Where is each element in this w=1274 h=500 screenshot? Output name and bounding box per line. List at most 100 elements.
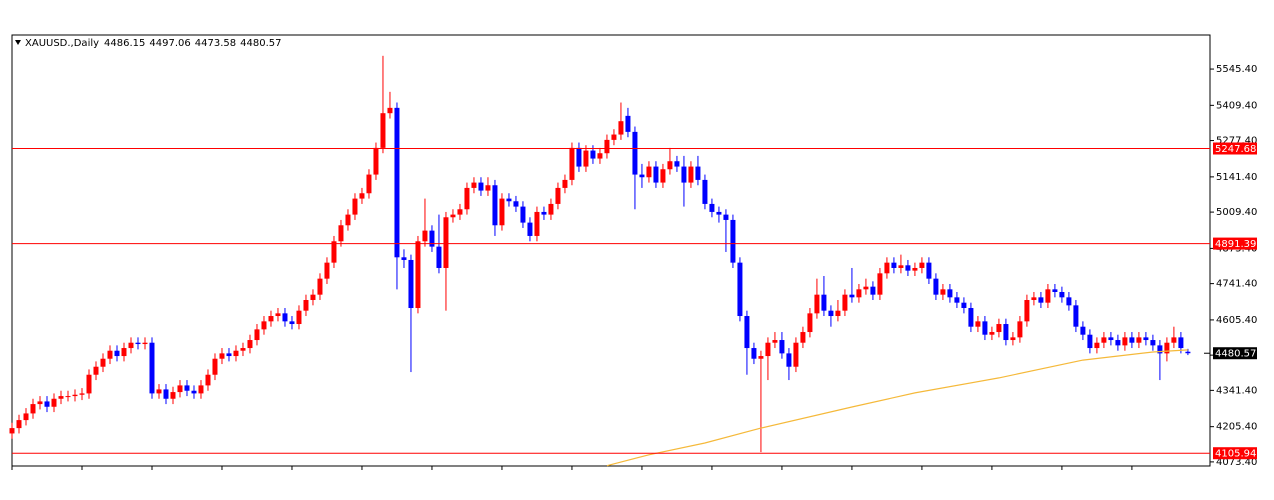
- candle-body: [534, 211, 540, 236]
- last-price-label: 4480.57: [1215, 349, 1256, 360]
- candle-body: [219, 353, 225, 359]
- candle-body: [247, 340, 253, 349]
- header-close: 4480.57: [240, 38, 281, 49]
- candle-body: [79, 393, 85, 395]
- candle-body: [268, 316, 274, 322]
- candle-body: [387, 107, 393, 114]
- candle-body: [485, 185, 491, 191]
- candle-body: [835, 310, 841, 317]
- candle-body: [226, 353, 232, 357]
- candle-body: [730, 219, 736, 263]
- candle-body: [471, 182, 477, 188]
- candle-body: [149, 342, 155, 394]
- candle-body: [828, 310, 834, 317]
- candle-body: [653, 166, 659, 183]
- candle-body: [674, 161, 680, 167]
- candle-body: [807, 313, 813, 333]
- candle-body: [625, 115, 631, 132]
- candle-body: [100, 358, 106, 367]
- candle-body: [982, 321, 988, 335]
- candle-body: [415, 241, 421, 309]
- candle-body: [933, 278, 939, 295]
- candle-body: [513, 201, 519, 207]
- candle-body: [1143, 337, 1149, 341]
- candle-body: [1024, 300, 1030, 322]
- candle-body: [51, 398, 57, 407]
- candle-body: [275, 313, 281, 317]
- candle-body: [1031, 297, 1037, 301]
- candle-body: [282, 313, 288, 322]
- candle-body: [590, 150, 596, 159]
- candle-body: [331, 241, 337, 263]
- y-tick-label: 5409.40: [1216, 100, 1257, 111]
- menu-arrow[interactable]: [15, 40, 21, 45]
- candle-body: [478, 182, 484, 191]
- candle-body: [548, 203, 554, 215]
- candle-body: [688, 166, 694, 183]
- candle-body: [86, 374, 92, 394]
- candle-body: [324, 262, 330, 279]
- candle-body: [191, 390, 197, 394]
- y-tick-label: 4605.40: [1216, 315, 1257, 326]
- candle-body: [1101, 337, 1107, 343]
- candle-body: [541, 211, 547, 215]
- candle-body: [450, 214, 456, 218]
- candle-body: [1164, 342, 1170, 354]
- candle-body: [716, 211, 722, 215]
- y-tick-label: 4741.40: [1216, 279, 1257, 290]
- candle-body: [1073, 305, 1079, 327]
- candle-body: [289, 321, 295, 325]
- level-label-box: [1213, 142, 1257, 155]
- candle-body: [37, 401, 43, 405]
- candle-body: [562, 179, 568, 188]
- candle-body: [107, 350, 113, 359]
- candle-body: [954, 297, 960, 303]
- candle-body: [1150, 340, 1156, 346]
- candle-body: [366, 174, 372, 194]
- candle-body: [240, 348, 246, 351]
- candle-body: [1108, 337, 1114, 341]
- candle-body: [758, 356, 764, 359]
- candle-body: [30, 404, 36, 414]
- candle-body: [1010, 337, 1016, 341]
- y-tick-label: 4205.40: [1216, 422, 1257, 433]
- candle-body: [58, 396, 64, 399]
- candle-body: [947, 289, 953, 298]
- candle-body: [912, 267, 918, 271]
- candle-body: [709, 203, 715, 212]
- candle-body: [408, 259, 414, 309]
- candle-body: [884, 262, 890, 274]
- candle-body: [163, 389, 169, 399]
- candle-body: [1094, 342, 1100, 349]
- chart-title: XAUUSD.,Daily: [25, 38, 99, 49]
- candle-body: [156, 389, 162, 394]
- y-tick-label: 5545.40: [1216, 64, 1257, 75]
- candle-body: [744, 316, 750, 349]
- candle-body: [695, 166, 701, 180]
- candle-body: [1178, 337, 1184, 349]
- level-label-box: [1213, 237, 1257, 250]
- candle-body: [457, 209, 463, 215]
- candle-body: [975, 321, 981, 327]
- candle-body: [1115, 340, 1121, 346]
- candle-body: [254, 329, 260, 341]
- candle-body: [968, 308, 974, 327]
- candle-body: [72, 394, 78, 397]
- candle-body: [604, 139, 610, 154]
- candle-body: [800, 332, 806, 343]
- candle-body: [989, 332, 995, 335]
- candle-body: [961, 302, 967, 309]
- candle-body: [527, 222, 533, 236]
- candle-body: [296, 310, 302, 325]
- candle-body: [905, 265, 911, 271]
- candle-body: [772, 340, 778, 343]
- candle-body: [1017, 321, 1023, 338]
- candle-body: [492, 185, 498, 226]
- candle-body: [443, 217, 449, 268]
- candle-body: [863, 286, 869, 290]
- candle-body: [93, 366, 99, 375]
- level-label-box: [1213, 447, 1257, 460]
- candle-body: [1080, 326, 1086, 335]
- candle-body: [877, 273, 883, 295]
